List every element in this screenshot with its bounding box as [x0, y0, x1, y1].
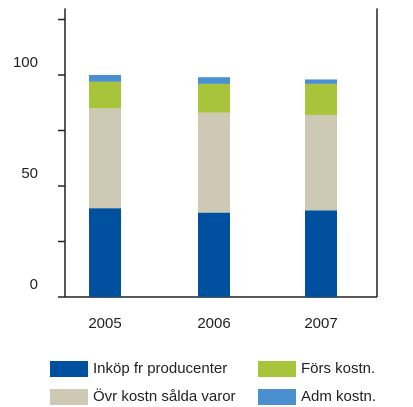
legend-label: Förs kostn. — [301, 360, 375, 377]
legend-swatch — [50, 361, 88, 377]
bar-segment — [198, 77, 230, 84]
bar-segment — [198, 212, 230, 297]
y-tick-label: 50 — [21, 165, 38, 182]
legend-label: Adm kostn. — [301, 388, 376, 405]
y-tick-label: 100 — [13, 54, 38, 71]
bar-segment — [305, 83, 337, 115]
bar-segment — [89, 75, 121, 82]
bar-segment — [89, 81, 121, 109]
legend-label: Inköp fr producenter — [93, 360, 227, 377]
legend-swatch — [258, 361, 296, 377]
bar-segment — [198, 83, 230, 113]
legend-swatch — [258, 389, 296, 405]
legend-swatch — [50, 389, 88, 405]
bar-segment — [305, 79, 337, 84]
bar-segment — [89, 208, 121, 297]
x-tick-label: 2005 — [88, 315, 121, 332]
bar-segment — [198, 112, 230, 213]
bar-segment — [89, 108, 121, 209]
bar-segment — [305, 210, 337, 297]
bar-segment — [305, 114, 337, 211]
y-tick-label: 0 — [30, 276, 38, 293]
legend-label: Övr kostn sålda varor — [93, 387, 236, 405]
x-tick-label: 2006 — [197, 315, 230, 332]
x-tick-label: 2007 — [304, 315, 337, 332]
